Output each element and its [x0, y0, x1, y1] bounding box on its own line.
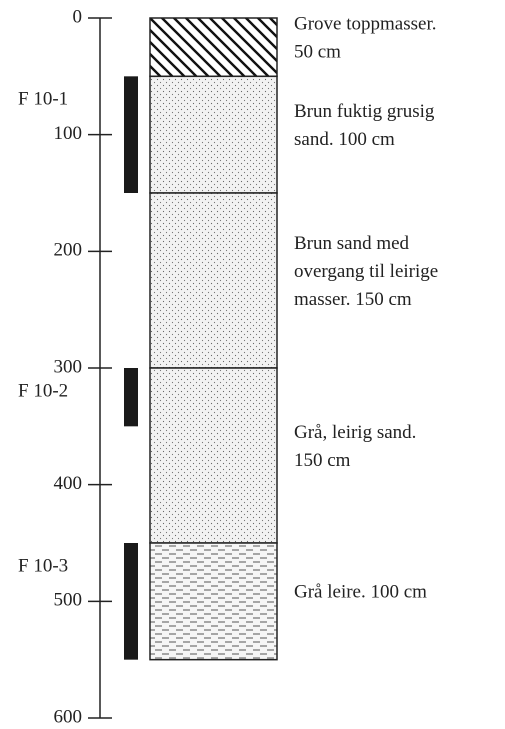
tick-label: 0: [73, 6, 83, 27]
layer-label: masser. 150 cm: [294, 289, 412, 310]
sample-bar: [124, 76, 138, 193]
layer-label: overgang til leirige: [294, 261, 438, 282]
sample-bar: [124, 368, 138, 427]
layer: [149, 17, 278, 78]
layer: [149, 192, 278, 369]
layer-label: Grå leire. 100 cm: [294, 582, 427, 603]
layer-label: Brun sand med: [294, 233, 410, 254]
sample-bar: [124, 543, 138, 660]
layer-label: 50 cm: [294, 42, 341, 63]
sample-label: F 10-2: [18, 380, 68, 401]
tick-label: 300: [54, 356, 83, 377]
layer-label: sand. 100 cm: [294, 129, 395, 150]
tick-label: 600: [54, 706, 83, 727]
layer-label: Brun fuktig grusig: [294, 101, 435, 122]
layer: [149, 542, 278, 661]
tick-label: 100: [54, 123, 83, 144]
tick-label: 500: [54, 590, 83, 611]
layer-label: Grove toppmasser.: [294, 14, 436, 35]
layer-label: Grå, leirig sand.: [294, 422, 416, 443]
layer: [149, 75, 278, 194]
tick-label: 200: [54, 240, 83, 261]
layer-label: 150 cm: [294, 450, 351, 471]
tick-label: 400: [54, 473, 83, 494]
sample-label: F 10-3: [18, 555, 68, 576]
layer: [149, 367, 278, 544]
sample-label: F 10-1: [18, 89, 68, 110]
